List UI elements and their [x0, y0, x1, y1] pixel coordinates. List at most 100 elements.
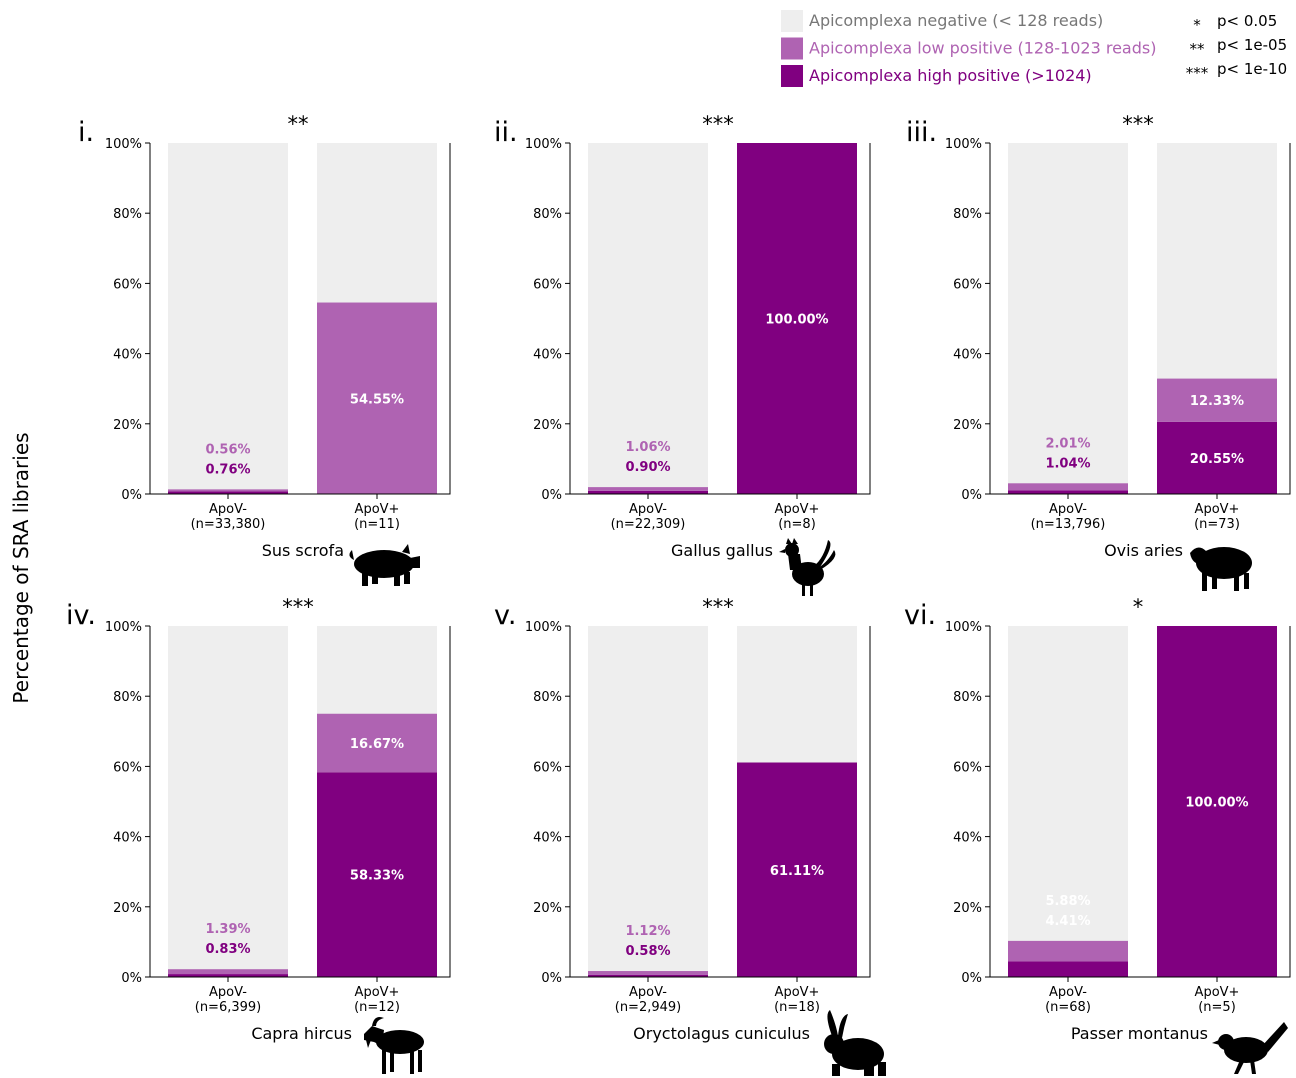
y-tick-label: 80%: [953, 207, 982, 222]
category-label: ApoV+: [1195, 985, 1240, 1000]
bar-high-ApoV-: [1008, 490, 1128, 494]
y-tick-label: 0%: [121, 971, 142, 986]
significance-marker: **: [288, 112, 309, 136]
pig-icon: [349, 544, 420, 586]
legend-label-low: Apicomplexa low positive (128-1023 reads…: [809, 39, 1156, 58]
bar-low-ApoV-: [588, 971, 708, 975]
bar-high-ApoV-: [588, 974, 708, 977]
data-label-high: 58.33%: [350, 869, 404, 884]
data-label-high: 100.00%: [765, 313, 828, 328]
panel-label: ii.: [494, 117, 518, 148]
category-label: ApoV-: [1049, 985, 1087, 1000]
bar-negative-ApoV-: [168, 626, 288, 977]
significance-marker: ***: [702, 595, 734, 619]
y-tick-label: 100%: [105, 137, 142, 152]
y-tick-label: 40%: [113, 831, 142, 846]
y-tick-label: 20%: [533, 901, 562, 916]
legend-swatch-low: [781, 37, 803, 60]
data-label-low: 54.55%: [350, 392, 404, 407]
bar-negative-ApoV-: [588, 143, 708, 494]
category-label: ApoV-: [629, 502, 667, 517]
y-tick-label: 20%: [113, 418, 142, 433]
y-tick-label: 100%: [105, 620, 142, 635]
category-label: ApoV-: [1049, 502, 1087, 517]
category-n-label: (n=13,796): [1031, 517, 1106, 532]
rabbit-icon: [824, 1010, 886, 1076]
category-n-label: (n=2,949): [615, 1000, 682, 1015]
legend-label-negative: Apicomplexa negative (< 128 reads): [809, 11, 1103, 30]
y-tick-label: 60%: [533, 277, 562, 292]
panel-5: v. *** 1.12% 0.58% ApoV-(n=2,949) 61.11% ApoV+…: [494, 595, 886, 1076]
category-n-label: (n=8): [778, 517, 816, 532]
pvalue-label-2: p< 1e-05: [1217, 36, 1287, 54]
panel-2: ii. *** 1.06% 0.90% ApoV-(n=22,309) 100.00% Ap…: [494, 112, 871, 596]
panel-label: iii.: [906, 117, 937, 148]
pvalue-stars-2: **: [1190, 40, 1206, 58]
bar-high-ApoV+: [317, 772, 437, 977]
category-n-label: (n=6,399): [195, 1000, 262, 1015]
data-label-high: 100.00%: [1185, 796, 1248, 811]
significance-marker: ***: [282, 595, 314, 619]
category-n-label: (n=68): [1045, 1000, 1091, 1015]
y-tick-label: 80%: [533, 690, 562, 705]
y-tick-label: 60%: [113, 277, 142, 292]
category-label: ApoV+: [775, 985, 820, 1000]
data-label-high: 1.04%: [1045, 456, 1090, 471]
pvalue-legend: * p< 0.05 ** p< 1e-05 *** p< 1e-10: [1186, 12, 1287, 82]
species-name: Passer montanus: [1071, 1024, 1208, 1043]
rooster-icon: [779, 538, 836, 596]
bar-negative-ApoV-: [1008, 143, 1128, 494]
data-label-low: 0.56%: [205, 442, 250, 457]
category-label: ApoV+: [775, 502, 820, 517]
y-tick-label: 80%: [953, 690, 982, 705]
category-label: ApoV+: [355, 502, 400, 517]
category-n-label: (n=33,380): [191, 517, 266, 532]
y-tick-label: 40%: [113, 348, 142, 363]
data-label-high: 0.90%: [625, 460, 670, 475]
bar-high-ApoV+: [737, 762, 857, 977]
y-tick-label: 100%: [945, 620, 982, 635]
species-name: Gallus gallus: [671, 541, 773, 560]
category-n-label: (n=11): [354, 517, 400, 532]
pvalue-stars-3: ***: [1186, 64, 1209, 82]
y-tick-label: 60%: [953, 277, 982, 292]
data-label-low: 5.88%: [1045, 894, 1090, 909]
bar-low-ApoV-: [1008, 940, 1128, 962]
legend-swatch-negative: [781, 10, 803, 32]
bar-high-ApoV+: [737, 143, 857, 494]
category-n-label: (n=18): [774, 1000, 820, 1015]
y-tick-label: 0%: [541, 971, 562, 986]
y-tick-label: 20%: [533, 418, 562, 433]
data-label-low: 2.01%: [1045, 436, 1090, 451]
legend: Apicomplexa negative (< 128 reads) Apicom…: [781, 10, 1156, 87]
bar-low-ApoV-: [168, 969, 288, 975]
legend-swatch-high: [781, 65, 803, 87]
bar-high-ApoV-: [588, 490, 708, 494]
species-name: Oryctolagus cuniculus: [633, 1024, 810, 1043]
category-label: ApoV-: [209, 502, 247, 517]
y-tick-label: 60%: [113, 760, 142, 775]
y-tick-label: 0%: [121, 488, 142, 503]
bar-low-ApoV+: [317, 302, 437, 494]
category-label: ApoV-: [209, 985, 247, 1000]
y-tick-label: 100%: [525, 620, 562, 635]
sheep-icon: [1190, 547, 1252, 591]
bar-low-ApoV+: [1157, 378, 1277, 422]
category-n-label: (n=12): [354, 1000, 400, 1015]
significance-marker: ***: [1122, 112, 1154, 136]
bar-high-ApoV+: [1157, 421, 1277, 494]
y-tick-label: 20%: [953, 901, 982, 916]
sparrow-icon: [1212, 1022, 1288, 1074]
species-name: Ovis aries: [1104, 541, 1183, 560]
significance-marker: ***: [702, 112, 734, 136]
significance-marker: *: [1133, 595, 1144, 619]
y-axis-label: Percentage of SRA libraries: [9, 432, 33, 703]
category-label: ApoV+: [1195, 502, 1240, 517]
pvalue-label-1: p< 0.05: [1217, 12, 1277, 30]
y-tick-label: 60%: [533, 760, 562, 775]
legend-label-high: Apicomplexa high positive (>1024): [809, 66, 1092, 85]
bar-high-ApoV-: [168, 491, 288, 494]
y-tick-label: 0%: [541, 488, 562, 503]
panel-label: iv.: [66, 600, 96, 631]
